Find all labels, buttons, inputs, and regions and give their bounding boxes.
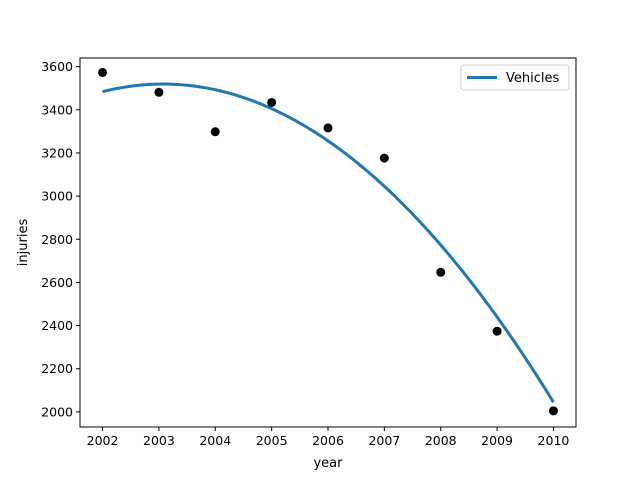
y-tick-label: 2800 xyxy=(41,232,73,247)
data-point xyxy=(323,123,333,133)
data-point xyxy=(210,127,220,137)
data-point xyxy=(154,87,164,97)
x-tick-label: 2006 xyxy=(312,433,344,448)
x-tick-label: 2002 xyxy=(87,433,119,448)
y-tick-label: 2400 xyxy=(41,318,73,333)
data-point xyxy=(98,67,108,77)
data-point xyxy=(267,97,277,107)
y-tick-label: 2200 xyxy=(41,361,73,376)
legend-box xyxy=(460,64,570,91)
y-tick-label: 3200 xyxy=(41,145,73,160)
data-point xyxy=(548,406,558,416)
x-axis-label: year xyxy=(313,456,343,471)
data-point xyxy=(379,153,389,163)
y-tick-label: 3000 xyxy=(41,189,73,204)
x-tick-label: 2008 xyxy=(425,433,457,448)
y-tick-label: 2600 xyxy=(41,275,73,290)
x-tick-label: 2005 xyxy=(256,433,288,448)
x-tick-label: 2004 xyxy=(199,433,231,448)
x-tick-label: 2007 xyxy=(368,433,400,448)
data-point xyxy=(492,326,502,336)
chart-marks xyxy=(98,67,558,416)
x-tick-label: 2010 xyxy=(538,433,570,448)
y-tick-label: 3600 xyxy=(41,59,73,74)
y-axis-ticks: 2000 2200 2400 2600 2800 3000 3200 3400 3600 xyxy=(41,59,80,419)
y-tick-label: 2000 xyxy=(41,404,73,419)
x-tick-label: 2009 xyxy=(481,433,513,448)
x-tick-label: 2003 xyxy=(143,433,175,448)
y-axis-label: injuries xyxy=(16,219,31,267)
series-line-vehicles xyxy=(102,82,555,403)
x-axis-ticks: 2002 2003 2004 2005 2006 2007 2008 2009 2010 xyxy=(87,427,570,448)
legend-label-vehicles: Vehicles xyxy=(506,71,559,86)
y-tick-label: 3400 xyxy=(41,102,73,117)
data-point xyxy=(436,267,446,277)
legend: Vehicles xyxy=(460,64,570,91)
